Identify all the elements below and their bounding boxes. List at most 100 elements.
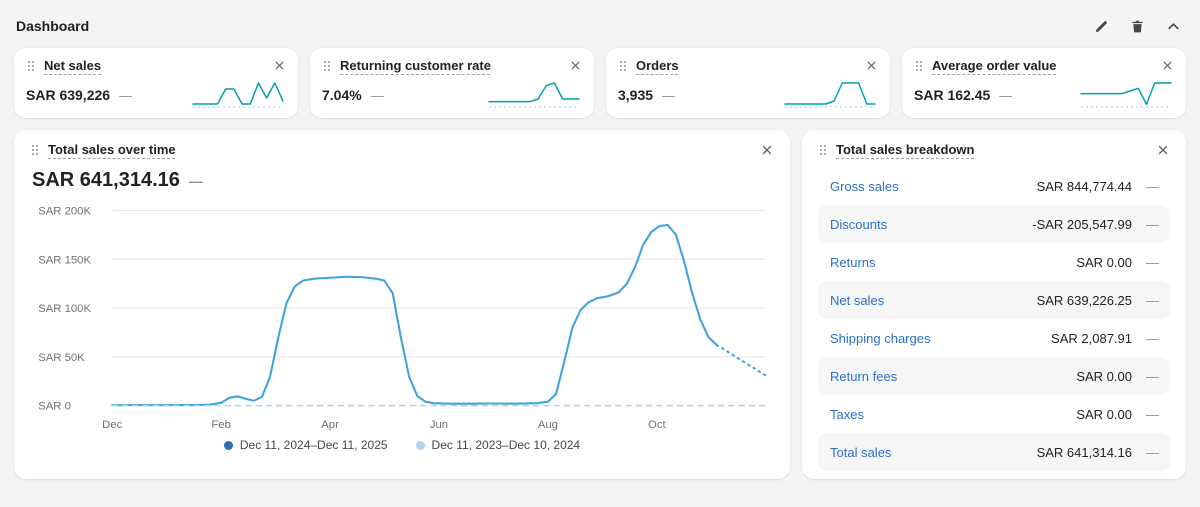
table-row: Shipping charges SAR 2,087.91 — <box>818 319 1170 357</box>
sparkline-chart <box>192 82 284 108</box>
metric-title: Average order value <box>932 58 1057 73</box>
no-comparison-dash: — <box>1146 254 1159 270</box>
close-icon[interactable] <box>569 59 582 72</box>
svg-text:SAR 100K: SAR 100K <box>38 303 91 315</box>
total-sales-value: SAR 641,314.16 <box>32 169 180 191</box>
breakdown-link-discounts[interactable]: Discounts <box>830 216 888 232</box>
table-row: Net sales SAR 639,226.25 — <box>818 281 1170 319</box>
close-icon[interactable] <box>1156 143 1170 157</box>
page-title: Dashboard <box>16 18 90 34</box>
table-row: Return fees SAR 0.00 — <box>818 357 1170 395</box>
breakdown-value: SAR 641,314.16 <box>1036 444 1132 460</box>
legend-item-previous-period: Dec 11, 2023–Dec 10, 2024 <box>415 438 581 453</box>
breakdown-link-total-sales[interactable]: Total sales <box>830 444 892 460</box>
svg-text:SAR 200K: SAR 200K <box>38 205 91 217</box>
no-comparison-dash: — <box>1146 444 1159 460</box>
metric-cards-row: Net sales SAR 639,226 — Returning custom… <box>14 48 1186 118</box>
drag-handle-icon[interactable] <box>26 59 36 73</box>
metric-title: Returning customer rate <box>340 58 491 73</box>
svg-text:Apr: Apr <box>321 419 339 431</box>
drag-handle-icon[interactable] <box>618 59 628 73</box>
breakdown-link-net-sales[interactable]: Net sales <box>830 292 885 308</box>
svg-text:SAR 50K: SAR 50K <box>38 352 85 364</box>
table-row: Taxes SAR 0.00 — <box>818 395 1170 433</box>
metric-value: 7.04% <box>322 87 362 103</box>
svg-text:Aug: Aug <box>538 419 558 431</box>
svg-text:Oct: Oct <box>648 419 666 431</box>
table-row: Gross sales SAR 844,774.44 — <box>818 167 1170 205</box>
sales-chart: SAR 200K SAR 150K SAR 100K SAR 50K SAR 0 Dec F… <box>30 196 774 436</box>
breakdown-value: SAR 639,226.25 <box>1036 292 1132 308</box>
metric-title: Net sales <box>44 58 102 73</box>
svg-text:SAR 0: SAR 0 <box>38 401 71 413</box>
breakdown-value: SAR 0.00 <box>1076 254 1132 270</box>
chart-legend: Dec 11, 2024–Dec 11, 2025 Dec 11, 2023–D… <box>30 438 774 452</box>
close-icon[interactable] <box>1161 59 1174 72</box>
collapse-chevron-up-icon[interactable] <box>1162 15 1184 37</box>
metric-value: 3,935 <box>618 87 654 103</box>
legend-label-previous: Dec 11, 2023–Dec 10, 2024 <box>431 438 581 453</box>
table-row: Returns SAR 0.00 — <box>818 243 1170 281</box>
close-icon[interactable] <box>760 143 774 157</box>
panel-title: Total sales over time <box>48 142 176 157</box>
legend-dot-current <box>223 440 233 450</box>
page-header: Dashboard <box>14 10 1186 42</box>
metric-value: SAR 162.45 <box>914 87 991 103</box>
no-comparison-dash: — <box>662 87 676 103</box>
no-comparison-dash: — <box>1146 406 1159 422</box>
metric-card-net-sales: Net sales SAR 639,226 — <box>14 48 298 118</box>
metric-card-returning-customer-rate: Returning customer rate 7.04% — <box>310 48 594 118</box>
svg-text:SAR 150K: SAR 150K <box>38 254 91 266</box>
no-comparison-dash: — <box>1146 330 1159 346</box>
edit-icon[interactable] <box>1090 15 1112 37</box>
no-comparison-dash: — <box>999 87 1013 103</box>
total-sales-over-time-panel: Total sales over time SAR 641,314.16 — S… <box>14 130 790 479</box>
breakdown-link-gross-sales[interactable]: Gross sales <box>830 178 899 194</box>
breakdown-value: SAR 844,774.44 <box>1036 178 1132 194</box>
drag-handle-icon[interactable] <box>818 143 828 157</box>
breakdown-link-taxes[interactable]: Taxes <box>830 406 864 422</box>
breakdown-value: SAR 2,087.91 <box>1051 330 1132 346</box>
drag-handle-icon[interactable] <box>322 59 332 73</box>
metric-value: SAR 639,226 <box>26 87 111 103</box>
close-icon[interactable] <box>273 59 286 72</box>
svg-text:Dec: Dec <box>102 419 122 431</box>
no-comparison-dash: — <box>119 87 133 103</box>
delete-icon[interactable] <box>1126 15 1148 37</box>
metric-title: Orders <box>636 58 679 73</box>
breakdown-value: SAR 0.00 <box>1076 368 1132 384</box>
dashboard-page: Dashboard Net sales <box>14 10 1186 479</box>
no-comparison-dash: — <box>1146 292 1159 308</box>
metric-card-average-order-value: Average order value SAR 162.45 — <box>902 48 1186 118</box>
breakdown-value: SAR 0.00 <box>1076 406 1132 422</box>
drag-handle-icon[interactable] <box>30 143 40 157</box>
header-actions <box>1090 15 1184 37</box>
sparkline-chart <box>784 82 876 108</box>
close-icon[interactable] <box>865 59 878 72</box>
breakdown-link-shipping-charges[interactable]: Shipping charges <box>830 330 931 346</box>
no-comparison-dash: — <box>370 87 384 103</box>
sales-chart-svg: SAR 200K SAR 150K SAR 100K SAR 50K SAR 0 Dec F… <box>38 205 767 431</box>
breakdown-rows: Gross sales SAR 844,774.44 — Discounts -… <box>818 167 1170 471</box>
table-row: Discounts -SAR 205,547.99 — <box>818 205 1170 243</box>
legend-dot-previous <box>415 440 425 450</box>
breakdown-value: -SAR 205,547.99 <box>1032 216 1132 232</box>
metric-card-orders: Orders 3,935 — <box>606 48 890 118</box>
no-comparison-dash: — <box>1146 216 1159 232</box>
table-row: Total sales SAR 641,314.16 — <box>818 433 1170 471</box>
breakdown-link-returns[interactable]: Returns <box>830 254 876 270</box>
svg-text:Feb: Feb <box>211 419 230 431</box>
panel-title: Total sales breakdown <box>836 142 975 157</box>
no-comparison-dash: — <box>188 172 203 189</box>
drag-handle-icon[interactable] <box>914 59 924 73</box>
legend-item-current-period: Dec 11, 2024–Dec 11, 2025 <box>223 438 388 453</box>
legend-label-current: Dec 11, 2024–Dec 11, 2025 <box>239 438 388 453</box>
svg-text:Jun: Jun <box>430 419 448 431</box>
breakdown-link-return-fees[interactable]: Return fees <box>830 368 898 384</box>
sparkline-chart <box>1080 82 1172 108</box>
total-sales-breakdown-panel: Total sales breakdown Gross sales SAR 84… <box>802 130 1186 479</box>
no-comparison-dash: — <box>1146 368 1159 384</box>
sparkline-chart <box>488 82 580 108</box>
no-comparison-dash: — <box>1146 178 1159 194</box>
main-row: Total sales over time SAR 641,314.16 — S… <box>14 130 1186 479</box>
